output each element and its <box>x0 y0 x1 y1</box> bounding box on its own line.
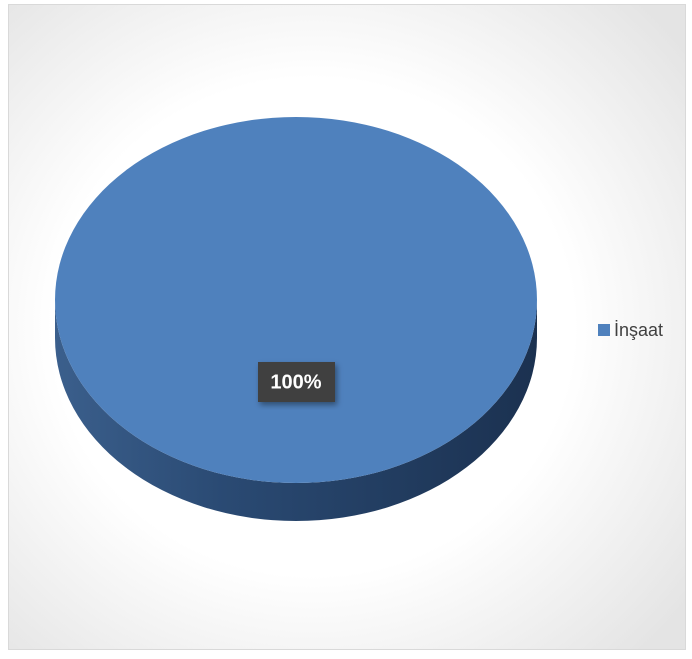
slice <box>55 117 537 483</box>
data-label: 100% <box>270 371 321 393</box>
plot: 100% İnşaat <box>55 117 663 521</box>
legend-swatch <box>598 324 610 336</box>
data-label-box <box>258 362 335 402</box>
slice-side <box>55 300 537 521</box>
legend-label: İnşaat <box>614 320 663 340</box>
